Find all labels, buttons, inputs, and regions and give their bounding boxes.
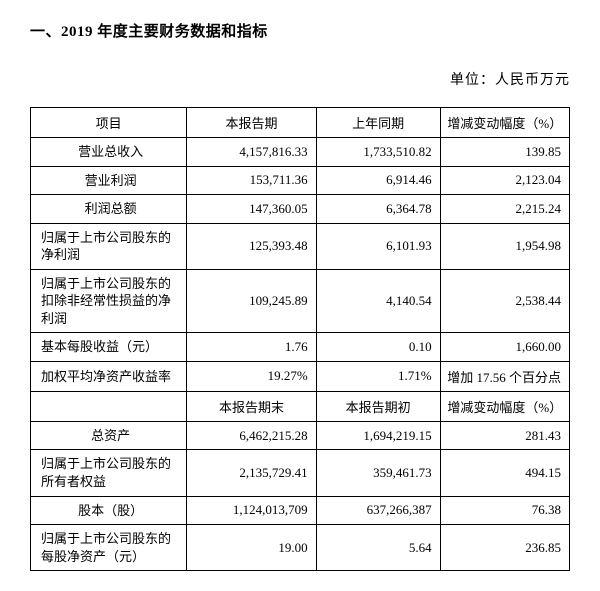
row-change: 236.85 bbox=[440, 525, 569, 571]
row-current: 6,462,215.28 bbox=[187, 421, 316, 450]
row-current: 2,135,729.41 bbox=[187, 450, 316, 496]
row-label: 归属于上市公司股东的所有者权益 bbox=[31, 450, 187, 496]
table-row: 归属于上市公司股东的净利润125,393.486,101.931,954.98 bbox=[31, 223, 570, 269]
row-change: 2,123.04 bbox=[440, 166, 569, 195]
row-change: 1,660.00 bbox=[440, 333, 569, 362]
table-row: 股本（股）1,124,013,709637,266,38776.38 bbox=[31, 496, 570, 525]
row-label: 加权平均净资产收益率 bbox=[31, 361, 187, 391]
table-row: 归属于上市公司股东的每股净资产（元）19.005.64236.85 bbox=[31, 525, 570, 571]
row-current: 125,393.48 bbox=[187, 223, 316, 269]
row-label: 股本（股） bbox=[31, 496, 187, 525]
row-label: 归属于上市公司股东的净利润 bbox=[31, 223, 187, 269]
header-item: 项目 bbox=[31, 108, 187, 138]
header-current: 本报告期 bbox=[187, 108, 316, 138]
table-row: 归属于上市公司股东的所有者权益2,135,729.41359,461.73494… bbox=[31, 450, 570, 496]
table-header-row: 项目 本报告期 上年同期 增减变动幅度（%） bbox=[31, 108, 570, 138]
header-previous: 上年同期 bbox=[316, 108, 440, 138]
table-row: 基本每股收益（元）1.760.101,660.00 bbox=[31, 333, 570, 362]
row-previous: 6,101.93 bbox=[316, 223, 440, 269]
row-previous: 6,914.46 bbox=[316, 166, 440, 195]
row-current: 4,157,816.33 bbox=[187, 138, 316, 167]
row-previous: 359,461.73 bbox=[316, 450, 440, 496]
row-label: 营业总收入 bbox=[31, 138, 187, 167]
table-row: 总资产6,462,215.281,694,219.15281.43 bbox=[31, 421, 570, 450]
row-change: 1,954.98 bbox=[440, 223, 569, 269]
row-current: 1,124,013,709 bbox=[187, 496, 316, 525]
table-row: 营业利润153,711.366,914.462,123.04 bbox=[31, 166, 570, 195]
row-previous: 1,694,219.15 bbox=[316, 421, 440, 450]
row-current: 1.76 bbox=[187, 333, 316, 362]
row-previous: 5.64 bbox=[316, 525, 440, 571]
row-label: 归属于上市公司股东的扣除非经常性损益的净利润 bbox=[31, 269, 187, 333]
row-current: 109,245.89 bbox=[187, 269, 316, 333]
table-row: 归属于上市公司股东的扣除非经常性损益的净利润109,245.894,140.54… bbox=[31, 269, 570, 333]
row-previous: 1,733,510.82 bbox=[316, 138, 440, 167]
row-change: 281.43 bbox=[440, 421, 569, 450]
row-previous: 6,364.78 bbox=[316, 195, 440, 224]
table-row: 利润总额147,360.056,364.782,215.24 bbox=[31, 195, 570, 224]
row-previous: 0.10 bbox=[316, 333, 440, 362]
row-label: 营业利润 bbox=[31, 166, 187, 195]
row-change: 2,538.44 bbox=[440, 269, 569, 333]
subheader-empty bbox=[31, 391, 187, 421]
row-label: 总资产 bbox=[31, 421, 187, 450]
row-change: 494.15 bbox=[440, 450, 569, 496]
table-subheader-row: 本报告期末 本报告期初 增减变动幅度（%） bbox=[31, 391, 570, 421]
subheader-current-end: 本报告期末 bbox=[187, 391, 316, 421]
row-current: 153,711.36 bbox=[187, 166, 316, 195]
row-change: 增加 17.56 个百分点 bbox=[440, 361, 569, 391]
row-change: 2,215.24 bbox=[440, 195, 569, 224]
header-change: 增减变动幅度（%） bbox=[440, 108, 569, 138]
financial-table: 项目 本报告期 上年同期 增减变动幅度（%） 营业总收入4,157,816.33… bbox=[30, 107, 570, 571]
row-current: 147,360.05 bbox=[187, 195, 316, 224]
row-change: 76.38 bbox=[440, 496, 569, 525]
row-previous: 1.71% bbox=[316, 361, 440, 391]
section-title: 一、2019 年度主要财务数据和指标 bbox=[30, 20, 570, 41]
subheader-previous-start: 本报告期初 bbox=[316, 391, 440, 421]
row-label: 归属于上市公司股东的每股净资产（元） bbox=[31, 525, 187, 571]
row-previous: 637,266,387 bbox=[316, 496, 440, 525]
row-current: 19.00 bbox=[187, 525, 316, 571]
subheader-change: 增减变动幅度（%） bbox=[440, 391, 569, 421]
unit-label: 单位：人民币万元 bbox=[30, 69, 570, 89]
row-label: 利润总额 bbox=[31, 195, 187, 224]
row-change: 139.85 bbox=[440, 138, 569, 167]
row-current: 19.27% bbox=[187, 361, 316, 391]
row-previous: 4,140.54 bbox=[316, 269, 440, 333]
row-label: 基本每股收益（元） bbox=[31, 333, 187, 362]
table-row: 营业总收入4,157,816.331,733,510.82139.85 bbox=[31, 138, 570, 167]
table-row: 加权平均净资产收益率19.27%1.71%增加 17.56 个百分点 bbox=[31, 361, 570, 391]
